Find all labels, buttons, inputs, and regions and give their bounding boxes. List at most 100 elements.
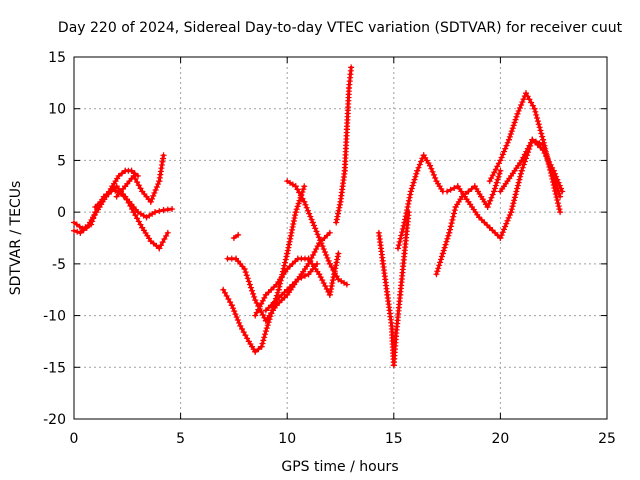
data-point (148, 195, 155, 202)
data-point (503, 142, 510, 149)
data-point (157, 242, 164, 249)
data-point (549, 175, 556, 182)
data-point (289, 226, 296, 233)
data-point (520, 96, 527, 103)
data-point (274, 289, 281, 296)
data-point (550, 167, 557, 174)
data-point (331, 270, 338, 277)
data-point (400, 222, 407, 229)
data-point (485, 200, 492, 207)
data-point (284, 250, 291, 257)
data-point (488, 194, 495, 201)
data-point (303, 204, 310, 211)
y-tick-label: 15 (48, 50, 66, 66)
data-point (433, 271, 440, 278)
data-point (465, 188, 472, 195)
data-point (553, 173, 560, 180)
data-point (501, 148, 508, 155)
data-point (448, 220, 455, 227)
data-point (235, 231, 242, 238)
data-point (306, 210, 313, 217)
y-tick-label: 5 (57, 153, 66, 169)
data-point (517, 173, 524, 180)
data-point (221, 289, 228, 296)
data-point (135, 182, 142, 189)
data-point (286, 241, 293, 248)
data-point (533, 111, 540, 118)
data-point (230, 235, 237, 241)
data-point (82, 224, 89, 231)
data-point (333, 219, 340, 226)
data-point (296, 189, 303, 196)
data-point (427, 162, 434, 169)
data-point (314, 231, 321, 238)
data-point (438, 256, 445, 263)
data-point (152, 186, 159, 193)
data-point (509, 125, 516, 132)
data-point (334, 213, 341, 220)
x-tick-label: 25 (598, 431, 616, 447)
data-point (321, 249, 328, 256)
data-point (334, 253, 341, 260)
series-arc-09 (262, 260, 321, 314)
data-point (444, 235, 451, 242)
data-point (554, 176, 561, 183)
series-arc-06 (220, 183, 308, 355)
data-point (125, 199, 132, 206)
data-point (312, 225, 319, 232)
data-point (242, 332, 249, 339)
data-point (301, 198, 308, 205)
data-point (327, 288, 334, 295)
data-point (245, 278, 252, 285)
data-point (292, 183, 299, 190)
x-tick-label: 0 (70, 431, 79, 447)
data-point (318, 240, 325, 247)
data-point (558, 185, 565, 192)
data-traces (71, 64, 566, 369)
data-point (308, 216, 315, 223)
data-point (296, 197, 303, 204)
data-point (495, 173, 502, 180)
data-point (555, 179, 562, 186)
data-point (491, 185, 498, 192)
data-point (71, 227, 77, 234)
data-point (260, 337, 267, 344)
data-point (397, 235, 404, 242)
data-point (510, 122, 517, 129)
data-point (333, 259, 340, 266)
series-line (226, 231, 332, 323)
data-point (324, 254, 331, 261)
data-point (540, 136, 547, 143)
data-point (405, 200, 412, 207)
x-tick-label: 20 (491, 431, 509, 447)
data-point (92, 209, 99, 216)
data-point (432, 175, 439, 182)
data-point (555, 203, 562, 210)
data-point (128, 167, 135, 174)
data-point (519, 164, 526, 171)
data-point (399, 225, 406, 232)
data-point (532, 108, 539, 115)
data-point (526, 96, 533, 103)
data-point (438, 253, 445, 260)
data-point (512, 116, 519, 123)
data-point (123, 196, 130, 203)
data-point (282, 259, 289, 266)
data-point (502, 145, 509, 152)
data-point (297, 192, 304, 199)
data-point (550, 181, 557, 188)
data-point (492, 182, 499, 189)
data-point (169, 206, 176, 213)
chart-title: Day 220 of 2024, Sidereal Day-to-day VTE… (58, 20, 623, 36)
series-arc-14 (433, 167, 504, 278)
data-point (135, 218, 142, 225)
data-point (552, 191, 559, 198)
data-point (512, 191, 519, 198)
data-point (442, 241, 449, 248)
data-point (447, 186, 454, 193)
data-point (535, 121, 542, 128)
data-point (511, 197, 518, 204)
data-point (508, 206, 515, 213)
data-point (437, 259, 444, 266)
